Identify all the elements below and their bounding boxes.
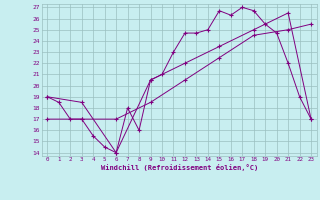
X-axis label: Windchill (Refroidissement éolien,°C): Windchill (Refroidissement éolien,°C): [100, 164, 258, 171]
